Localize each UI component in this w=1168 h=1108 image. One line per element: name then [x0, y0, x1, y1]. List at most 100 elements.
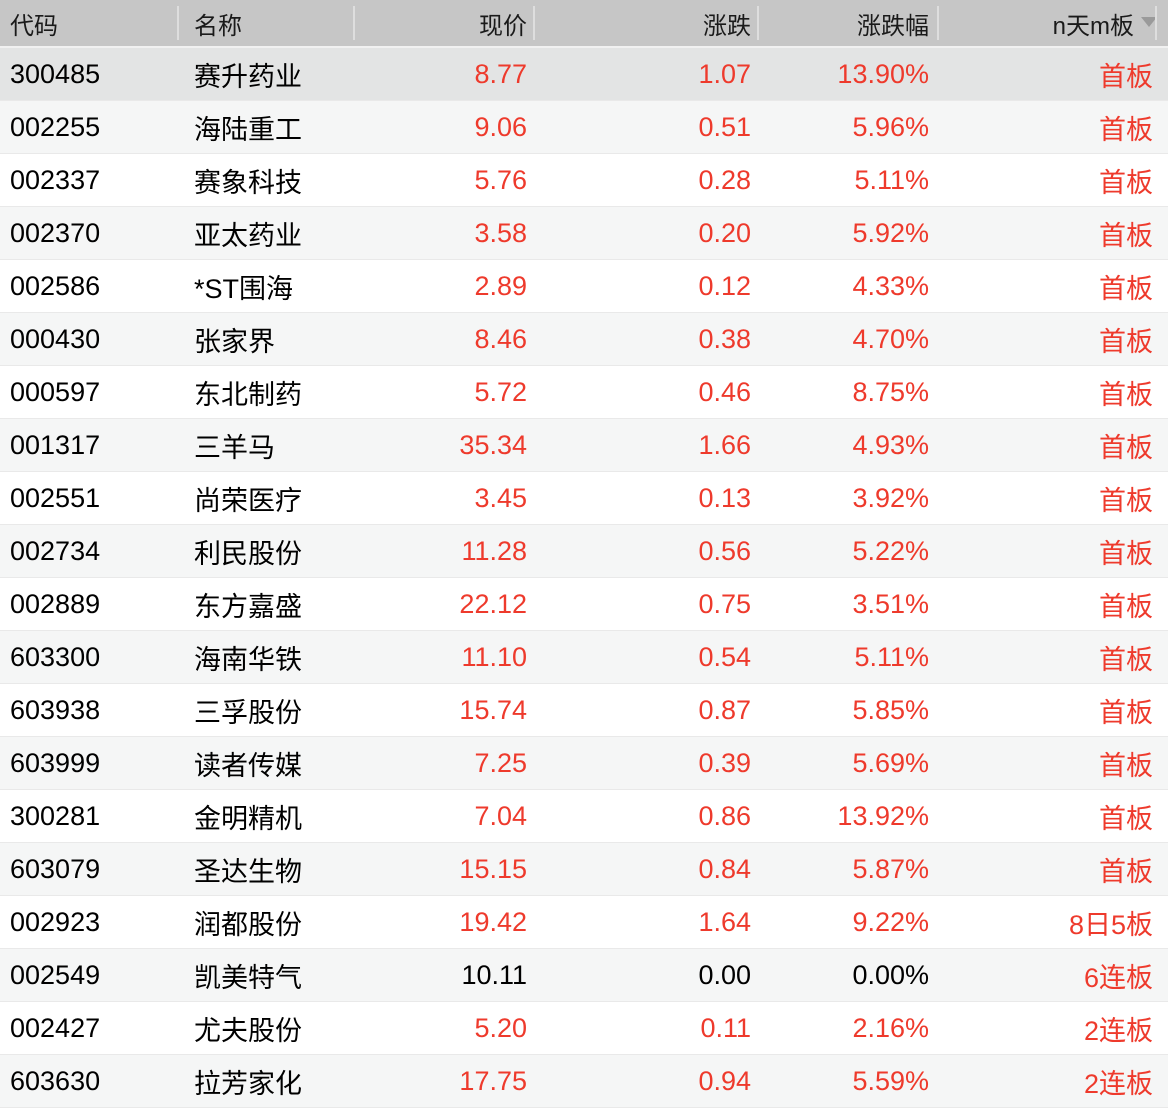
column-header-change[interactable]: 涨跌	[703, 12, 751, 40]
table-row[interactable]: 002255 海陆重工 9.06 0.51 5.96% 首板	[0, 101, 1168, 154]
stock-code: 002427	[10, 1012, 101, 1043]
change-percent-cell: 13.90%	[837, 58, 929, 89]
price-cell: 5.72	[474, 376, 527, 407]
table-row[interactable]: 603999 读者传媒 7.25 0.39 5.69% 首板	[0, 737, 1168, 790]
change-cell: 0.38	[698, 323, 751, 354]
stock-name: 海南华铁	[194, 644, 302, 675]
stock-name: 张家界	[194, 326, 275, 357]
stock-name: 凯美特气	[194, 962, 302, 993]
column-header-change-percent[interactable]: 涨跌幅	[857, 12, 929, 40]
price-cell: 11.10	[461, 641, 527, 672]
stock-code: 002734	[10, 535, 101, 566]
stock-code: 001317	[10, 429, 101, 460]
change-cell: 1.07	[698, 58, 751, 89]
change-percent-cell: 5.11%	[854, 641, 929, 672]
column-header-board-sort[interactable]: n天m板	[937, 6, 1168, 41]
change-cell: 0.12	[698, 270, 751, 301]
board-status-cell: 首板	[1099, 379, 1153, 410]
change-percent-cell: 4.33%	[852, 270, 929, 301]
table-row[interactable]: 300485 赛升药业 8.77 1.07 13.90% 首板	[0, 48, 1168, 101]
stock-name: 读者传媒	[194, 750, 302, 781]
stock-code: 002337	[10, 164, 101, 195]
change-percent-cell: 5.69%	[852, 747, 929, 778]
price-cell: 10.11	[461, 959, 527, 990]
stock-code: 002370	[10, 217, 101, 248]
change-percent-cell: 5.11%	[854, 164, 929, 195]
table-row[interactable]: 002427 尤夫股份 5.20 0.11 2.16% 2连板	[0, 1002, 1168, 1055]
board-status-cell: 2连板	[1083, 1068, 1153, 1099]
stock-code: 000597	[10, 376, 101, 407]
stock-code: 002255	[10, 111, 101, 142]
price-cell: 7.04	[474, 800, 527, 831]
price-cell: 7.25	[474, 747, 527, 778]
header-divider	[353, 6, 355, 40]
stock-name: 尚荣医疗	[194, 485, 302, 516]
table-row[interactable]: 001317 三羊马 35.34 1.66 4.93% 首板	[0, 419, 1168, 472]
table-row[interactable]: 002370 亚太药业 3.58 0.20 5.92% 首板	[0, 207, 1168, 260]
table-row[interactable]: 603079 圣达生物 15.15 0.84 5.87% 首板	[0, 843, 1168, 896]
board-status-cell: 首板	[1099, 167, 1153, 198]
price-cell: 8.46	[474, 323, 527, 354]
stock-name: 金明精机	[194, 803, 302, 834]
price-cell: 3.58	[474, 217, 527, 248]
stock-name: 赛升药业	[194, 61, 302, 92]
table-row[interactable]: 603300 海南华铁 11.10 0.54 5.11% 首板	[0, 631, 1168, 684]
change-cell: 0.28	[698, 164, 751, 195]
table-row[interactable]: 603630 拉芳家化 17.75 0.94 5.59% 2连板	[0, 1055, 1168, 1108]
board-status-cell: 首板	[1099, 485, 1153, 516]
price-cell: 3.45	[474, 482, 527, 513]
change-percent-cell: 8.75%	[852, 376, 929, 407]
table-row[interactable]: 002337 赛象科技 5.76 0.28 5.11% 首板	[0, 154, 1168, 207]
price-cell: 5.20	[474, 1012, 527, 1043]
change-percent-cell: 5.22%	[852, 535, 929, 566]
price-cell: 2.89	[474, 270, 527, 301]
price-cell: 8.77	[474, 58, 527, 89]
header-divider	[757, 6, 759, 40]
price-cell: 9.06	[474, 111, 527, 142]
table-row[interactable]: 002586 *ST围海 2.89 0.12 4.33% 首板	[0, 260, 1168, 313]
stock-name: 尤夫股份	[194, 1015, 302, 1046]
table-row[interactable]: 603938 三孚股份 15.74 0.87 5.85% 首板	[0, 684, 1168, 737]
header-divider	[177, 6, 179, 40]
change-cell: 0.46	[698, 376, 751, 407]
stock-name: 三孚股份	[194, 697, 302, 728]
column-header-code: 代码	[10, 12, 58, 40]
table-row[interactable]: 300281 金明精机 7.04 0.86 13.92% 首板	[0, 790, 1168, 843]
table-row[interactable]: 002923 润都股份 19.42 1.64 9.22% 8日5板	[0, 896, 1168, 949]
stock-name: 海陆重工	[194, 114, 302, 145]
stock-code: 603079	[10, 853, 101, 884]
change-percent-cell: 5.85%	[852, 694, 929, 725]
header-divider	[937, 6, 939, 40]
table-row[interactable]: 002549 凯美特气 10.11 0.00 0.00% 6连板	[0, 949, 1168, 1002]
change-percent-cell: 13.92%	[837, 800, 929, 831]
price-cell: 17.75	[459, 1065, 527, 1096]
change-cell: 0.20	[698, 217, 751, 248]
board-status-cell: 首板	[1099, 644, 1153, 675]
change-percent-cell: 2.16%	[852, 1012, 929, 1043]
price-cell: 19.42	[459, 906, 527, 937]
change-cell: 0.86	[698, 800, 751, 831]
board-status-cell: 首板	[1099, 697, 1153, 728]
table-row[interactable]: 002551 尚荣医疗 3.45 0.13 3.92% 首板	[0, 472, 1168, 525]
stock-code: 300281	[10, 800, 101, 831]
stock-code: 002586	[10, 270, 101, 301]
price-cell: 22.12	[459, 588, 527, 619]
table-body: 300485 赛升药业 8.77 1.07 13.90% 首板 002255 海…	[0, 48, 1168, 1108]
board-status-cell: 首板	[1099, 220, 1153, 251]
table-row[interactable]: 002734 利民股份 11.28 0.56 5.22% 首板	[0, 525, 1168, 578]
change-cell: 0.13	[698, 482, 751, 513]
board-status-cell: 首板	[1099, 326, 1153, 357]
table-row[interactable]: 000430 张家界 8.46 0.38 4.70% 首板	[0, 313, 1168, 366]
change-percent-cell: 5.87%	[852, 853, 929, 884]
column-header-name: 名称	[194, 12, 242, 40]
stock-code: 002551	[10, 482, 101, 513]
table-row[interactable]: 000597 东北制药 5.72 0.46 8.75% 首板	[0, 366, 1168, 419]
table-row[interactable]: 002889 东方嘉盛 22.12 0.75 3.51% 首板	[0, 578, 1168, 631]
change-cell: 1.64	[698, 906, 751, 937]
stock-code: 002549	[10, 959, 101, 990]
change-cell: 0.84	[698, 853, 751, 884]
change-percent-cell: 3.92%	[852, 482, 929, 513]
column-header-price[interactable]: 现价	[479, 12, 527, 40]
header-divider	[1155, 6, 1157, 40]
change-cell: 0.11	[700, 1012, 751, 1043]
